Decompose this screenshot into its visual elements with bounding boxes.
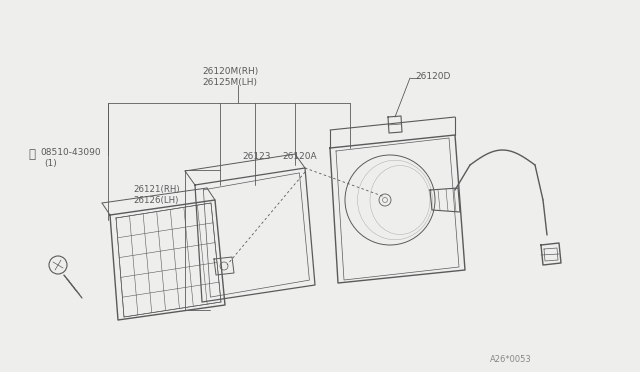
Text: 08510-43090: 08510-43090 (40, 148, 100, 157)
Text: (1): (1) (44, 159, 57, 168)
Text: 26121(RH): 26121(RH) (133, 185, 180, 194)
Text: A26*0053: A26*0053 (490, 355, 532, 364)
Text: 26123: 26123 (242, 152, 271, 161)
Text: 26126(LH): 26126(LH) (133, 196, 179, 205)
Text: Ⓢ: Ⓢ (28, 148, 35, 161)
Text: 26125M(LH): 26125M(LH) (202, 78, 257, 87)
Text: 26120A: 26120A (282, 152, 317, 161)
Text: 26120D: 26120D (415, 72, 451, 81)
Text: 26120M(RH): 26120M(RH) (202, 67, 259, 76)
